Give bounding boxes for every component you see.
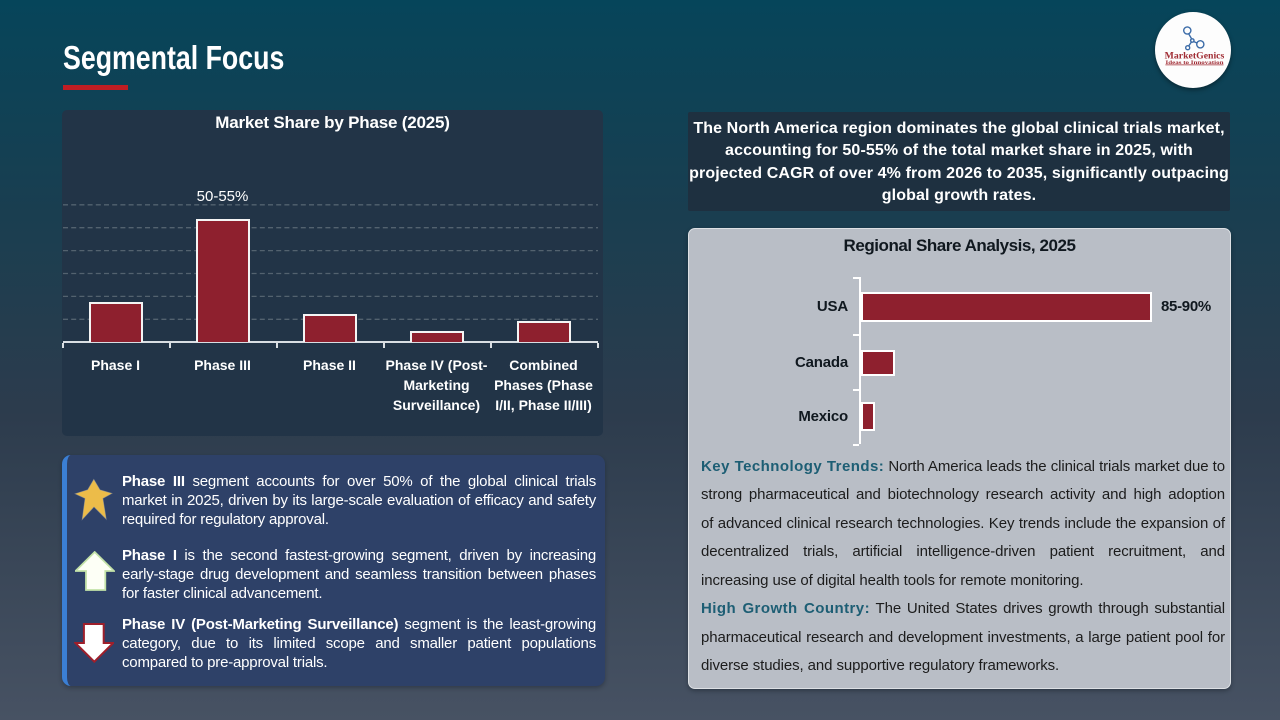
svg-text:MarketGenics: MarketGenics (1165, 50, 1225, 60)
svg-text:Ideas to Innovation: Ideas to Innovation (1166, 60, 1225, 66)
